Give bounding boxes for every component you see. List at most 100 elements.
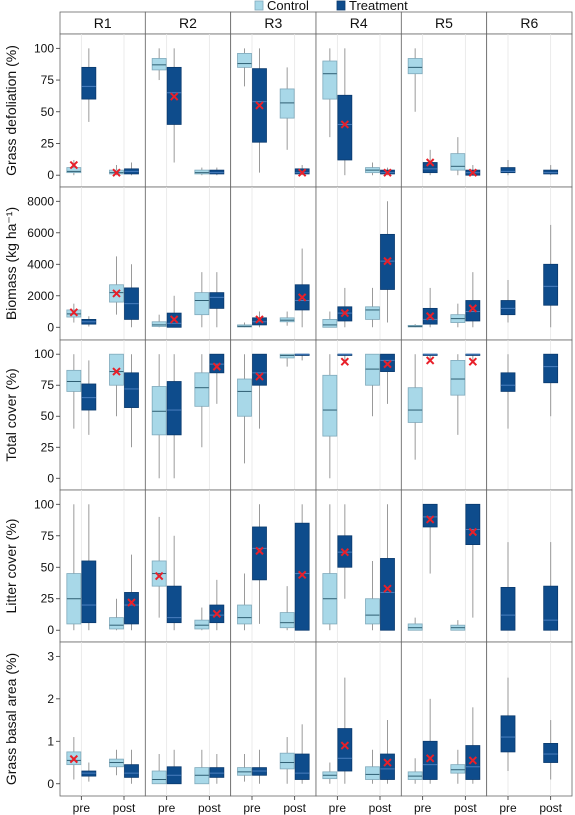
- box-r6-post-treatment: [543, 542, 559, 631]
- box-r3-post-treatment: [294, 504, 310, 631]
- x-tick-label-post: post: [454, 801, 477, 815]
- box-r4-pre-control: [322, 48, 338, 138]
- box-r1-post-treatment: [124, 162, 139, 176]
- box-r5-post-treatment: [465, 272, 481, 328]
- y-tick-label: 0: [47, 471, 54, 485]
- mean-marker: [112, 289, 121, 298]
- mean-marker-stroke: [425, 515, 435, 524]
- box-r1-post-control: [109, 749, 124, 776]
- box-body: [237, 604, 252, 625]
- mean-marker: [383, 359, 392, 369]
- box-r3-pre-control: [237, 354, 252, 464]
- panel-frame: [315, 33, 402, 188]
- mean-marker-stroke: [255, 101, 264, 110]
- mean-marker: [169, 315, 179, 324]
- facet-row-3: 0 25 50 75 100 Total cover (%): [3, 339, 573, 491]
- box-body: [294, 522, 310, 631]
- box-r5-pre-treatment: [422, 353, 438, 365]
- box-r3-post-control: [279, 737, 295, 784]
- box-r5-pre-treatment: [422, 698, 438, 784]
- y-tick-label: 6000: [27, 226, 54, 240]
- x-tick-label-post: post: [283, 801, 306, 815]
- box-r3-post-treatment: [294, 353, 310, 361]
- y-tick-label: 2: [47, 692, 54, 706]
- x-tick-label-pre: pre: [329, 801, 347, 815]
- box-r6-pre-treatment: [500, 280, 516, 323]
- panel-frame: [230, 186, 317, 341]
- box-body: [407, 623, 423, 631]
- box-r2-post-treatment: [209, 272, 225, 328]
- facet-label-r2: R2: [179, 15, 197, 31]
- box-r5-post-treatment: [465, 707, 481, 784]
- box-body: [543, 743, 559, 763]
- mean-marker-stroke: [212, 609, 222, 619]
- box-r1-pre-control: [66, 159, 82, 176]
- box-r5-pre-control: [407, 758, 423, 784]
- legend-key-treatment: [336, 0, 346, 11]
- box-r4-pre-treatment: [337, 504, 353, 599]
- box-r3-post-control: [279, 67, 295, 150]
- mean-marker: [297, 293, 307, 302]
- box-body: [543, 263, 559, 306]
- facet-row-1: 0 25 50 75 100 Grass defoliation (%): [3, 33, 573, 188]
- box-body: [465, 300, 481, 322]
- box-body: [209, 353, 225, 374]
- mean-marker-stroke: [297, 168, 307, 177]
- facet-label-r5: R5: [435, 15, 453, 31]
- y-tick-label: 50: [41, 409, 55, 423]
- mean-marker: [468, 357, 478, 366]
- mean-marker: [468, 304, 478, 313]
- box-r5-post-control: [450, 303, 466, 328]
- box-r3-pre-treatment: [252, 311, 267, 328]
- box-r5-pre-treatment: [422, 149, 438, 176]
- y-tick-label: 0: [47, 777, 54, 791]
- mean-marker: [468, 527, 478, 537]
- mean-marker-stroke: [340, 357, 350, 366]
- mean-marker: [340, 547, 350, 557]
- box-r5-post-control: [450, 620, 466, 631]
- panel-frame: [486, 186, 573, 341]
- y-tick-label: 0: [47, 623, 54, 637]
- box-body: [322, 60, 338, 100]
- box-r2-post-treatment: [209, 579, 225, 631]
- x-tick-label-post: post: [113, 801, 136, 815]
- box-body: [422, 162, 438, 174]
- box-body: [407, 58, 423, 75]
- mean-marker-stroke: [255, 372, 264, 381]
- y-tick-label: 50: [41, 105, 55, 119]
- mean-marker-stroke: [212, 362, 222, 371]
- y-tick-label: 100: [34, 497, 54, 511]
- box-body: [279, 88, 295, 119]
- mean-marker-stroke: [383, 758, 392, 767]
- box-body: [543, 353, 559, 384]
- mean-marker-stroke: [69, 160, 79, 170]
- box-r4-pre-treatment: [337, 287, 353, 328]
- box-body: [543, 169, 559, 175]
- box-r2-pre-treatment: [166, 48, 182, 163]
- mean-marker: [212, 609, 222, 619]
- y-tick-label: 8000: [27, 194, 54, 208]
- box-body: [422, 740, 438, 780]
- box-body: [166, 381, 182, 436]
- box-r4-post-control: [365, 162, 380, 176]
- y-axis-label: Total cover (%): [3, 368, 19, 461]
- x-tick-label-pre: pre: [243, 801, 261, 815]
- mean-marker: [127, 598, 136, 607]
- box-r4-pre-control: [322, 354, 338, 479]
- mean-marker-stroke: [169, 92, 179, 101]
- box-r5-pre-treatment: [422, 503, 438, 574]
- box-body: [279, 752, 295, 770]
- panel-frame: [144, 186, 232, 341]
- y-tick-label: 25: [41, 440, 55, 454]
- box-r1-post-control: [109, 598, 124, 631]
- y-axis-label: Grass defoliation (%): [3, 45, 19, 176]
- box-body: [209, 767, 225, 778]
- box-r4-pre-treatment: [337, 353, 353, 366]
- mean-marker: [255, 315, 264, 324]
- box-body: [124, 372, 139, 408]
- facet-label-r4: R4: [350, 15, 368, 31]
- box-r2-post-control: [194, 167, 210, 176]
- box-r1-pre-control: [66, 504, 82, 631]
- box-r1-post-control: [109, 256, 124, 315]
- box-r4-pre-control: [322, 762, 338, 784]
